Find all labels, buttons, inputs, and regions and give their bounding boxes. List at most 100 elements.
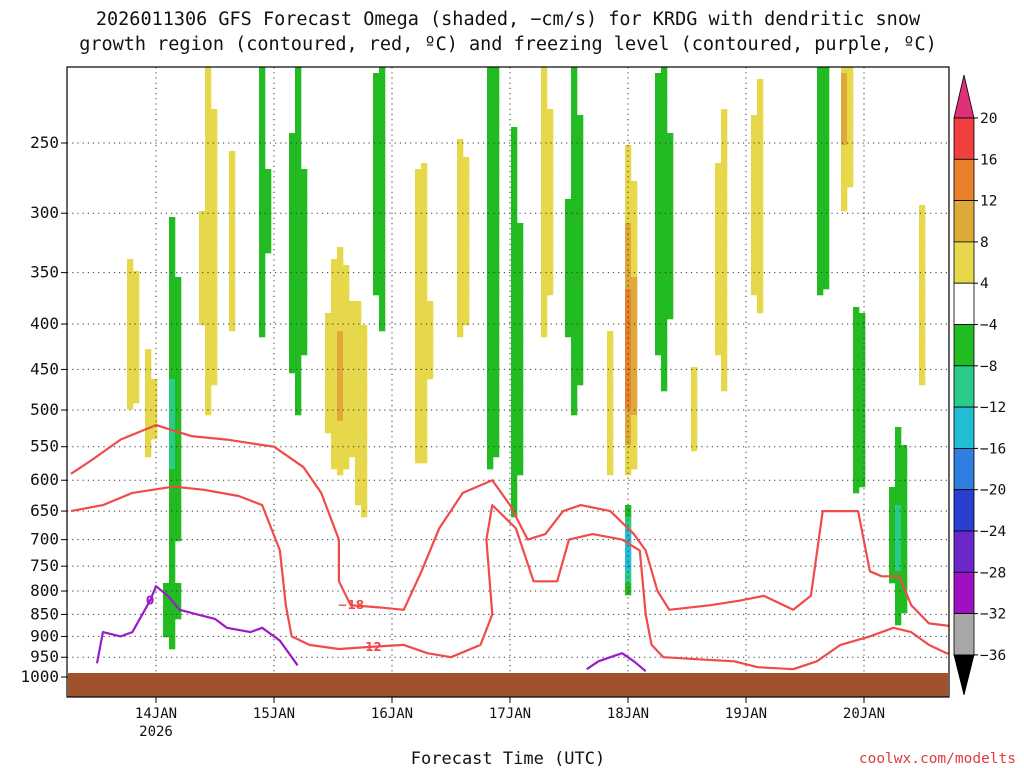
omega-cell (457, 277, 464, 284)
omega-cell (199, 241, 206, 248)
omega-cell (487, 199, 494, 206)
omega-cell (817, 85, 824, 92)
omega-cell (493, 211, 500, 218)
omega-cell (337, 367, 344, 374)
omega-cell (571, 205, 578, 212)
omega-cell (379, 127, 386, 134)
omega-cell (169, 487, 176, 494)
omega-cell (343, 451, 350, 458)
omega-cell (751, 289, 758, 296)
omega-cell (361, 403, 368, 410)
omega-cell (373, 223, 380, 230)
omega-cell (361, 475, 368, 482)
omega-cell (541, 181, 548, 188)
omega-cell (259, 91, 266, 98)
omega-cell (145, 427, 152, 434)
omega-cell (715, 181, 722, 188)
omega-cell (919, 283, 926, 290)
omega-cell (889, 559, 896, 566)
omega-cell (175, 445, 182, 452)
omega-cell (337, 379, 344, 386)
omega-cell (229, 169, 236, 176)
omega-cell (757, 127, 764, 134)
omega-cell (631, 337, 638, 344)
omega-cell (229, 211, 236, 218)
omega-cell (349, 409, 356, 416)
omega-cell (655, 223, 662, 230)
omega-cell (517, 223, 524, 230)
omega-cell (265, 187, 272, 194)
y-tick-label: 400 (30, 314, 59, 333)
omega-cell (151, 391, 158, 398)
omega-cell (721, 139, 728, 146)
omega-cell (901, 475, 908, 482)
omega-cell (853, 433, 860, 440)
omega-cell (259, 313, 266, 320)
omega-cell (343, 415, 350, 422)
omega-cell (415, 301, 422, 308)
omega-cell (343, 379, 350, 386)
omega-cell (487, 307, 494, 314)
omega-cell (421, 313, 428, 320)
omega-cell (577, 349, 584, 356)
omega-cell (211, 379, 218, 386)
omega-cell (655, 139, 662, 146)
omega-cell (901, 523, 908, 530)
omega-cell (493, 157, 500, 164)
omega-cell (577, 115, 584, 122)
omega-cell (901, 451, 908, 458)
omega-cell (229, 223, 236, 230)
omega-cell (343, 277, 350, 284)
omega-cell (295, 223, 302, 230)
omega-cell (415, 367, 422, 374)
omega-cell (493, 397, 500, 404)
omega-cell (655, 337, 662, 344)
omega-cell (421, 403, 428, 410)
omega-cell (349, 355, 356, 362)
omega-cell (577, 379, 584, 386)
omega-cell (721, 133, 728, 140)
omega-cell (625, 565, 632, 572)
omega-cell (487, 265, 494, 272)
omega-cell (205, 145, 212, 152)
omega-cell (667, 295, 674, 302)
omega-cell (487, 229, 494, 236)
omega-cell (661, 73, 668, 80)
omega-cell (655, 277, 662, 284)
omega-cell (337, 457, 344, 464)
omega-cell (901, 559, 908, 566)
omega-cell (541, 109, 548, 116)
omega-shading (127, 67, 926, 650)
omega-cell (625, 589, 632, 596)
omega-cell (463, 199, 470, 206)
omega-cell (373, 229, 380, 236)
omega-cell (493, 73, 500, 80)
x-tick-label: 17JAN (489, 706, 531, 722)
omega-cell (379, 85, 386, 92)
omega-cell (337, 349, 344, 356)
omega-cell (463, 259, 470, 266)
y-tick-label: 850 (30, 604, 59, 623)
omega-cell (577, 121, 584, 128)
omega-cell (631, 385, 638, 392)
omega-cell (205, 349, 212, 356)
omega-cell (817, 121, 824, 128)
omega-cell (847, 85, 854, 92)
omega-cell (295, 373, 302, 380)
omega-cell (661, 259, 668, 266)
omega-cell (721, 283, 728, 290)
omega-cell (625, 301, 632, 308)
omega-cell (457, 169, 464, 176)
omega-cell (289, 367, 296, 374)
omega-cell (415, 319, 422, 326)
omega-cell (301, 325, 308, 332)
omega-cell (289, 169, 296, 176)
omega-cell (817, 139, 824, 146)
omega-cell (853, 445, 860, 452)
omega-cell (361, 499, 368, 506)
omega-cell (205, 403, 212, 410)
omega-cell (859, 469, 866, 476)
dgz-contour (70, 485, 949, 671)
omega-cell (841, 163, 848, 170)
omega-cell (373, 169, 380, 176)
